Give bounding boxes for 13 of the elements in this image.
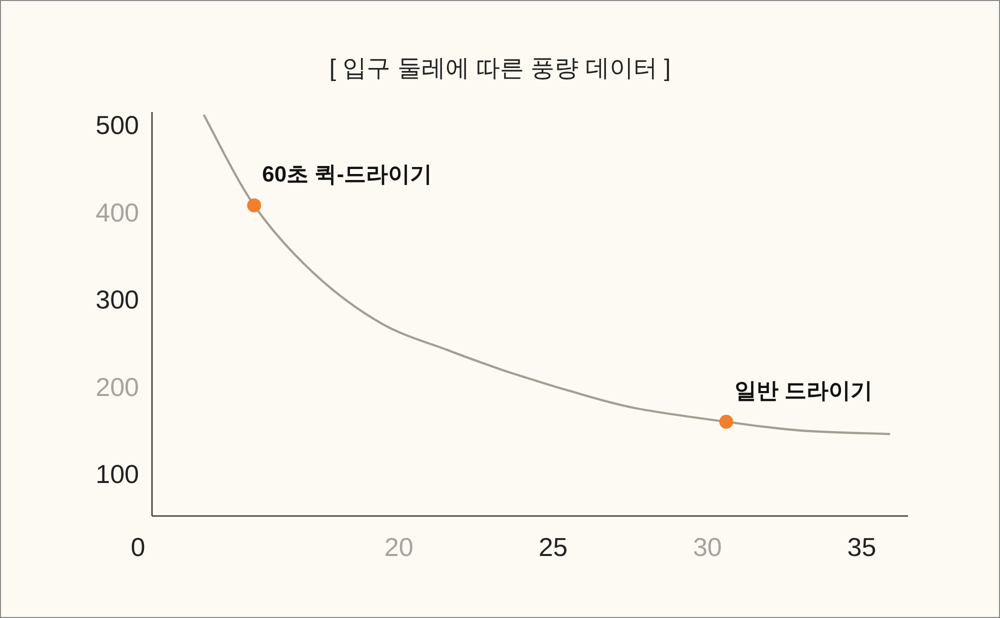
x-tick-label: 35 xyxy=(847,532,876,562)
y-tick-label: 200 xyxy=(96,372,139,402)
x-tick-label: 20 xyxy=(384,532,414,562)
annotation: 0 xyxy=(130,532,146,562)
y-tick-label: 100 xyxy=(96,459,139,490)
x-tick-label: 30 xyxy=(692,532,722,562)
x-tick-label: 25 xyxy=(538,532,568,562)
y-tick-label: 300 xyxy=(96,284,139,315)
annotation: 일반 드라이기 xyxy=(734,378,872,403)
y-tick-label: 500 xyxy=(96,110,139,140)
y-tick-label: 400 xyxy=(96,197,139,228)
annotation: 60초 퀵-드라이기 xyxy=(262,161,432,186)
title: [ 입구 둘레에 따른 풍량 데이터 ] xyxy=(329,55,671,82)
